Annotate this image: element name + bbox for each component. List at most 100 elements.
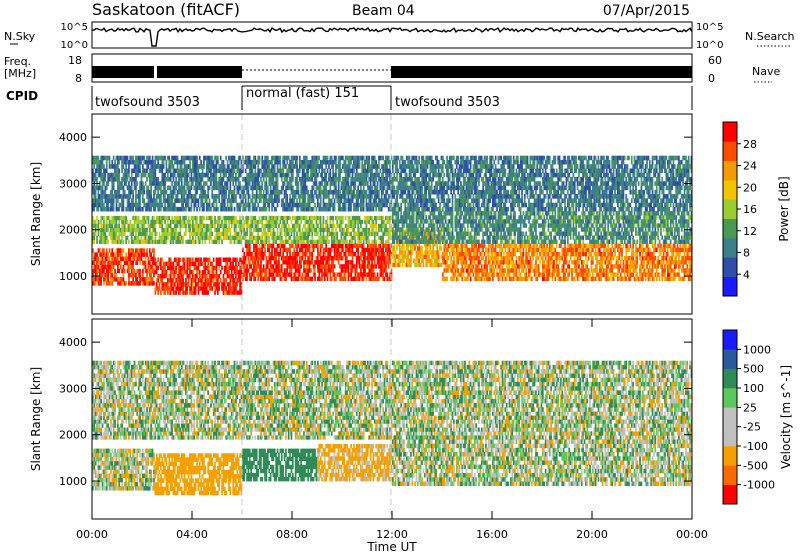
data-cell xyxy=(282,260,284,265)
data-cell xyxy=(180,274,183,279)
data-cell xyxy=(492,272,494,277)
data-cell xyxy=(115,277,118,282)
data-cell xyxy=(668,260,671,265)
data-cell xyxy=(167,290,169,295)
data-cell xyxy=(100,277,102,282)
data-cell xyxy=(519,260,522,265)
data-cell xyxy=(164,219,166,225)
data-cell xyxy=(198,269,201,275)
data-cell xyxy=(433,250,436,255)
data-cell xyxy=(285,268,287,273)
data-cell xyxy=(630,247,633,253)
data-cell xyxy=(539,251,541,257)
data-cell xyxy=(317,231,319,236)
data-cell xyxy=(679,251,682,257)
data-cell xyxy=(337,247,340,253)
data-cell xyxy=(376,276,379,282)
data-cell xyxy=(376,272,379,277)
data-cell xyxy=(672,268,675,273)
data-cell xyxy=(322,219,325,225)
data-cell xyxy=(433,254,436,259)
data-cell xyxy=(172,286,175,291)
data-cell xyxy=(237,269,240,275)
data-cell xyxy=(418,250,421,255)
data-cell xyxy=(128,273,130,278)
data-cell xyxy=(378,247,380,253)
data-cell xyxy=(251,260,254,265)
data-cell xyxy=(92,248,94,253)
data-cell xyxy=(178,282,180,287)
data-cell xyxy=(600,260,602,265)
data-cell xyxy=(296,256,298,261)
data-cell xyxy=(222,257,225,262)
data-cell xyxy=(567,272,569,277)
data-cell xyxy=(292,264,294,269)
data-cell xyxy=(323,264,326,269)
data-cell xyxy=(292,260,294,265)
data-cell xyxy=(685,260,687,265)
data-cell xyxy=(550,247,552,253)
data-cell xyxy=(661,268,664,273)
data-cell xyxy=(522,256,525,261)
data-cell xyxy=(210,227,212,233)
data-cell xyxy=(225,219,227,225)
data-cell xyxy=(328,260,330,265)
data-cell xyxy=(123,256,126,261)
data-cell xyxy=(358,227,361,233)
data-cell xyxy=(140,219,143,225)
data-cell xyxy=(128,268,130,274)
data-cell xyxy=(307,272,309,277)
data-cell xyxy=(435,233,437,239)
data-cell xyxy=(669,268,672,273)
data-cell xyxy=(372,272,375,277)
data-cell xyxy=(439,246,441,251)
data-cell xyxy=(667,243,669,249)
data-cell xyxy=(215,261,218,267)
data-cell xyxy=(505,243,508,249)
data-cell xyxy=(392,254,394,259)
data-cell xyxy=(597,231,600,236)
data-cell xyxy=(521,256,523,261)
data-cell xyxy=(571,251,573,257)
data-cell xyxy=(536,235,539,240)
data-cell xyxy=(419,250,422,255)
data-cell xyxy=(169,274,172,279)
data-cell xyxy=(475,276,477,282)
data-cell xyxy=(590,247,593,253)
data-cell xyxy=(246,243,248,249)
data-cell xyxy=(137,256,140,261)
data-cell xyxy=(200,257,202,262)
data-cell xyxy=(230,265,233,271)
data-cell xyxy=(196,274,198,279)
data-cell xyxy=(579,243,582,249)
data-cell xyxy=(230,269,233,275)
data-cell xyxy=(161,257,164,262)
data-cell xyxy=(115,219,118,225)
data-cell xyxy=(586,276,589,282)
data-cell xyxy=(439,233,441,239)
data-cell xyxy=(367,256,369,261)
data-cell xyxy=(179,265,182,271)
data-cell xyxy=(283,272,286,277)
data-cell xyxy=(130,260,133,266)
data-cell xyxy=(148,277,151,282)
data-cell xyxy=(572,260,575,265)
data-cell xyxy=(375,264,377,269)
data-cell xyxy=(239,290,241,295)
data-cell xyxy=(165,261,168,267)
data-cell xyxy=(496,239,498,244)
data-cell xyxy=(455,256,458,261)
data-cell xyxy=(407,242,409,247)
data-cell xyxy=(629,243,632,249)
data-cell xyxy=(268,256,271,261)
data-cell xyxy=(133,268,136,274)
data-cell xyxy=(397,262,400,268)
data-cell xyxy=(286,256,289,261)
data-cell xyxy=(596,268,598,273)
data-cell xyxy=(450,260,452,265)
data-cell xyxy=(107,252,109,257)
data-cell xyxy=(472,223,475,228)
data-cell xyxy=(247,268,250,273)
data-cell xyxy=(130,281,133,286)
data-cell xyxy=(260,272,262,277)
